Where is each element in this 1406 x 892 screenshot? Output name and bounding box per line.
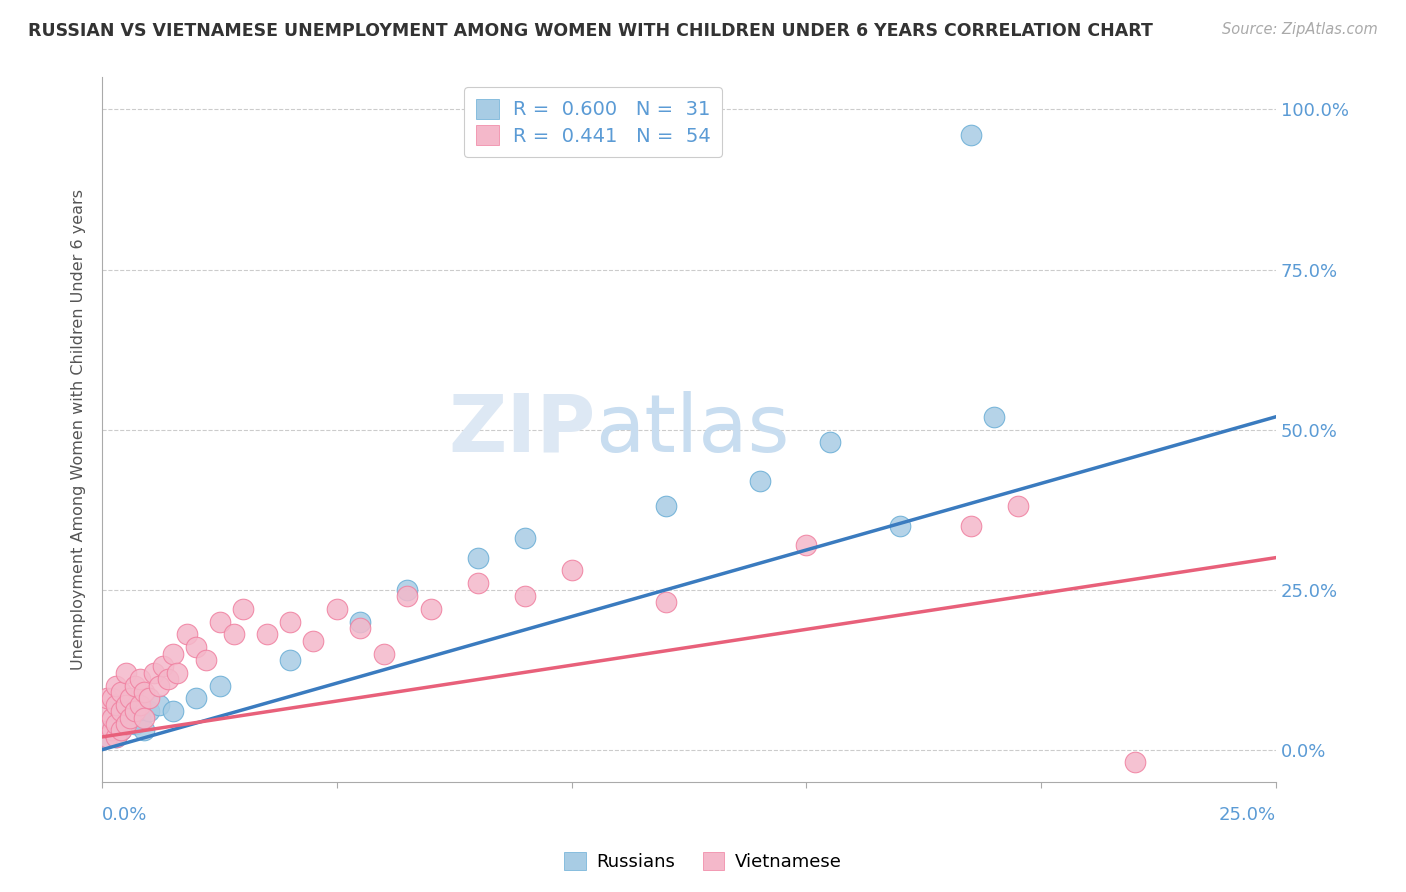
Point	[124, 679, 146, 693]
Point	[194, 653, 217, 667]
Point	[134, 711, 156, 725]
Point	[100, 691, 122, 706]
Point	[120, 711, 142, 725]
Point	[959, 128, 981, 142]
Point	[148, 698, 170, 712]
Point	[124, 717, 146, 731]
Point	[959, 518, 981, 533]
Point	[100, 711, 122, 725]
Y-axis label: Unemployment Among Women with Children Under 6 years: Unemployment Among Women with Children U…	[72, 189, 86, 670]
Point	[100, 723, 122, 738]
Point	[96, 717, 118, 731]
Point	[349, 615, 371, 629]
Point	[105, 698, 128, 712]
Point	[152, 659, 174, 673]
Point	[138, 691, 160, 706]
Point	[302, 633, 325, 648]
Point	[889, 518, 911, 533]
Point	[278, 615, 301, 629]
Point	[513, 589, 536, 603]
Point	[176, 627, 198, 641]
Point	[128, 698, 150, 712]
Point	[105, 730, 128, 744]
Point	[184, 691, 207, 706]
Point	[128, 711, 150, 725]
Legend: R =  0.600   N =  31, R =  0.441   N =  54: R = 0.600 N = 31, R = 0.441 N = 54	[464, 87, 723, 157]
Point	[134, 685, 156, 699]
Point	[349, 621, 371, 635]
Point	[110, 723, 132, 738]
Point	[166, 665, 188, 680]
Point	[162, 647, 184, 661]
Legend: Russians, Vietnamese: Russians, Vietnamese	[557, 846, 849, 879]
Point	[142, 665, 165, 680]
Point	[105, 730, 128, 744]
Point	[184, 640, 207, 655]
Point	[208, 679, 231, 693]
Point	[162, 704, 184, 718]
Point	[100, 723, 122, 738]
Point	[396, 589, 419, 603]
Point	[128, 673, 150, 687]
Point	[148, 679, 170, 693]
Point	[96, 691, 118, 706]
Point	[110, 723, 132, 738]
Point	[105, 717, 128, 731]
Point	[96, 730, 118, 744]
Text: 25.0%: 25.0%	[1219, 806, 1277, 824]
Point	[467, 576, 489, 591]
Point	[138, 704, 160, 718]
Point	[114, 717, 136, 731]
Point	[120, 691, 142, 706]
Point	[120, 711, 142, 725]
Point	[110, 711, 132, 725]
Point	[105, 717, 128, 731]
Point	[513, 532, 536, 546]
Point	[256, 627, 278, 641]
Point	[1123, 756, 1146, 770]
Point	[654, 500, 676, 514]
Text: ZIP: ZIP	[449, 391, 595, 468]
Point	[278, 653, 301, 667]
Point	[373, 647, 395, 661]
Point	[208, 615, 231, 629]
Point	[96, 717, 118, 731]
Point	[983, 409, 1005, 424]
Point	[114, 698, 136, 712]
Text: atlas: atlas	[595, 391, 790, 468]
Point	[156, 673, 179, 687]
Text: Source: ZipAtlas.com: Source: ZipAtlas.com	[1222, 22, 1378, 37]
Point	[96, 704, 118, 718]
Point	[96, 730, 118, 744]
Point	[561, 563, 583, 577]
Point	[654, 595, 676, 609]
Point	[419, 602, 441, 616]
Point	[818, 435, 841, 450]
Point	[114, 717, 136, 731]
Point	[796, 538, 818, 552]
Point	[232, 602, 254, 616]
Point	[110, 704, 132, 718]
Point	[105, 679, 128, 693]
Point	[105, 704, 128, 718]
Point	[396, 582, 419, 597]
Point	[114, 704, 136, 718]
Point	[467, 550, 489, 565]
Point	[124, 704, 146, 718]
Point	[134, 723, 156, 738]
Point	[114, 665, 136, 680]
Text: RUSSIAN VS VIETNAMESE UNEMPLOYMENT AMONG WOMEN WITH CHILDREN UNDER 6 YEARS CORRE: RUSSIAN VS VIETNAMESE UNEMPLOYMENT AMONG…	[28, 22, 1153, 40]
Text: 0.0%: 0.0%	[103, 806, 148, 824]
Point	[1007, 500, 1029, 514]
Point	[748, 474, 770, 488]
Point	[326, 602, 349, 616]
Point	[100, 711, 122, 725]
Point	[110, 685, 132, 699]
Point	[222, 627, 245, 641]
